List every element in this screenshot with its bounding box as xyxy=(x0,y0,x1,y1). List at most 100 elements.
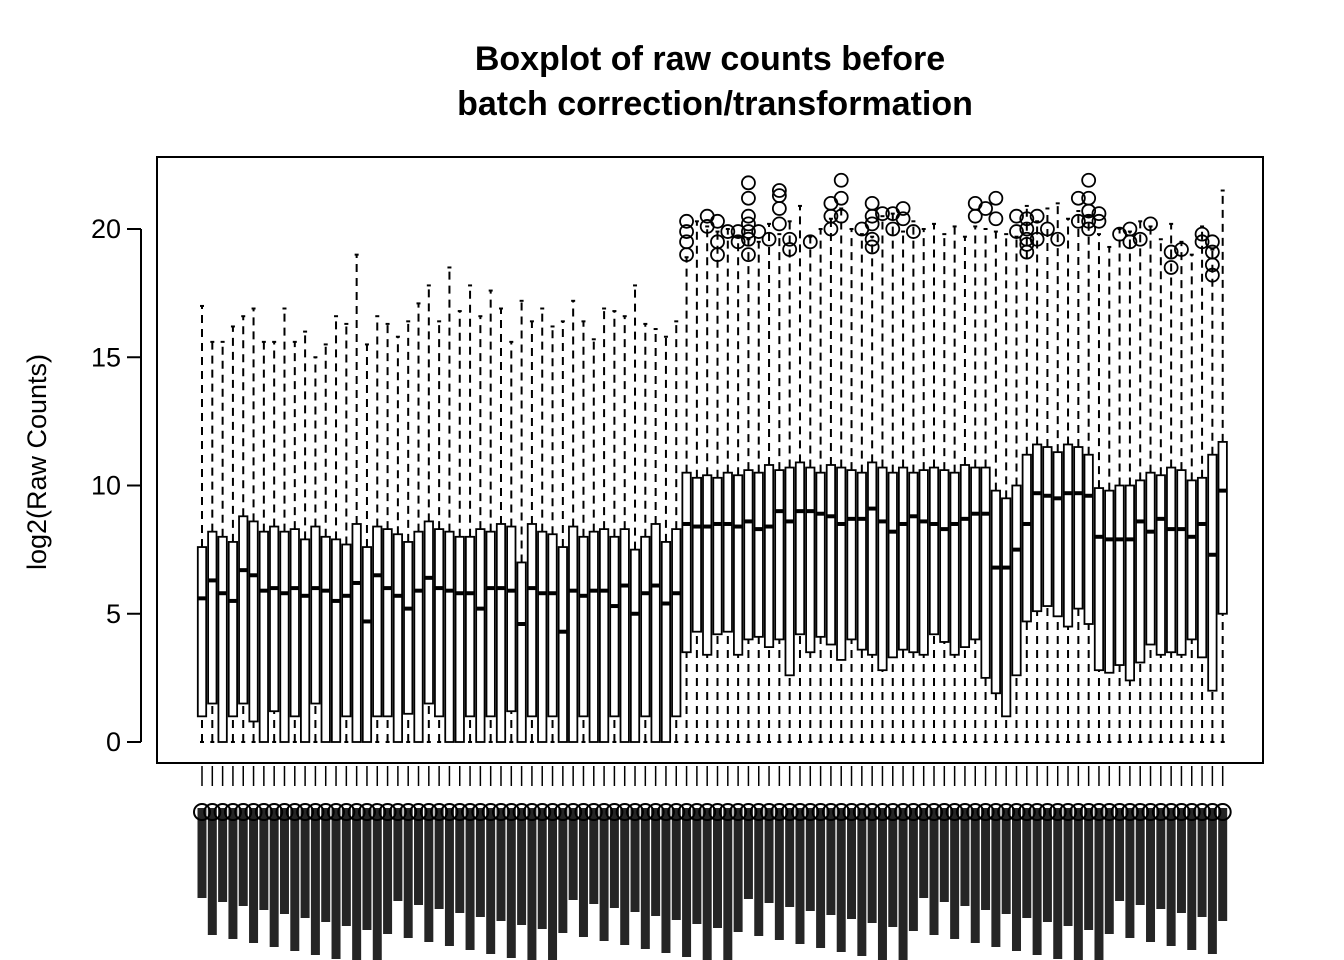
iqr-box xyxy=(1196,476,1208,659)
outlier-point xyxy=(1081,221,1097,237)
sample-box xyxy=(939,233,950,743)
sample-box xyxy=(361,343,373,743)
outlier-point xyxy=(751,224,767,239)
outlier-point xyxy=(802,234,818,250)
outlier-point xyxy=(833,172,849,188)
iqr-box xyxy=(1176,469,1187,656)
iqr-box xyxy=(733,474,744,656)
sample-box xyxy=(1081,172,1097,743)
sample-box xyxy=(269,340,280,743)
iqr-box xyxy=(598,528,610,743)
iqr-box xyxy=(722,471,733,633)
sample-box xyxy=(710,213,725,743)
sample-box xyxy=(454,310,465,743)
sample-box xyxy=(1104,245,1115,743)
iqr-box xyxy=(475,528,486,743)
sample-box xyxy=(1070,190,1086,743)
sample-box xyxy=(978,201,993,743)
iqr-box xyxy=(939,469,950,643)
iqr-box xyxy=(1073,446,1084,610)
sample-box xyxy=(650,328,661,743)
sample-box xyxy=(619,315,630,743)
outlier-point xyxy=(1040,221,1055,237)
iqr-box xyxy=(495,523,507,743)
outlier-point xyxy=(833,208,849,224)
iqr-box xyxy=(289,528,300,718)
iqr-box xyxy=(1104,489,1115,674)
sample-box xyxy=(444,266,455,743)
iqr-box xyxy=(299,538,311,743)
outlier-point xyxy=(1174,242,1189,257)
iqr-box xyxy=(825,464,837,646)
iqr-box xyxy=(1217,440,1228,615)
iqr-box xyxy=(897,466,909,651)
iqr-box xyxy=(712,476,723,636)
iqr-box xyxy=(887,471,898,659)
outlier-point xyxy=(885,221,901,237)
iqr-box xyxy=(588,530,599,743)
iqr-box xyxy=(1093,487,1105,672)
iqr-box xyxy=(681,471,692,654)
iqr-box xyxy=(691,476,702,633)
sample-box xyxy=(289,340,300,743)
iqr-box xyxy=(763,464,775,648)
sample-box xyxy=(885,206,901,743)
iqr-box xyxy=(413,530,424,743)
iqr-box xyxy=(970,466,981,641)
sample-box xyxy=(1050,202,1066,743)
iqr-box xyxy=(1166,466,1177,654)
sample-box xyxy=(588,338,599,743)
sample-box xyxy=(1112,226,1127,743)
y-axis-label: log2(Raw Counts) xyxy=(22,354,52,570)
sample-box xyxy=(330,315,342,743)
outlier-point xyxy=(1091,206,1107,222)
outlier-point xyxy=(1009,208,1024,224)
iqr-box xyxy=(485,530,496,718)
outlier-point xyxy=(1132,231,1148,247)
outlier-point xyxy=(1122,221,1138,237)
iqr-box xyxy=(1186,479,1197,641)
sample-box xyxy=(959,235,971,743)
sample-box xyxy=(699,208,715,743)
sample-box xyxy=(495,307,507,743)
iqr-box xyxy=(784,466,795,677)
sample-box xyxy=(464,284,476,743)
sample-box xyxy=(196,304,208,743)
outlier-point xyxy=(782,231,798,247)
iqr-box xyxy=(908,471,919,654)
outlier-point xyxy=(1091,213,1107,229)
iqr-box xyxy=(1207,453,1218,692)
outlier-point xyxy=(679,213,694,229)
outlier-point xyxy=(679,224,694,239)
sample-box xyxy=(751,224,767,743)
sample-box xyxy=(1155,238,1166,743)
iqr-box xyxy=(650,523,661,743)
iqr-box xyxy=(227,541,239,718)
iqr-box xyxy=(629,548,641,743)
sample-box xyxy=(537,307,548,743)
sample-box xyxy=(1122,221,1138,743)
iqr-box xyxy=(1145,471,1156,646)
sample-box xyxy=(320,343,331,743)
iqr-box xyxy=(444,530,455,743)
outlier-point xyxy=(741,190,756,206)
outlier-point xyxy=(679,234,694,250)
iqr-box xyxy=(341,543,352,718)
sample-box xyxy=(864,195,880,743)
sample-box xyxy=(730,224,746,743)
outlier-point xyxy=(1029,208,1045,224)
outlier-point xyxy=(1204,267,1220,283)
sample-box xyxy=(475,315,486,743)
sample-box xyxy=(1163,222,1179,743)
sample-box xyxy=(741,175,756,743)
iqr-box xyxy=(1124,484,1135,682)
outlier-point xyxy=(771,216,787,232)
sample-box xyxy=(557,320,568,743)
outlier-point xyxy=(1163,260,1179,275)
outlier-point xyxy=(1009,224,1024,239)
outlier-point xyxy=(864,216,880,232)
sample-box xyxy=(258,340,269,743)
y-tick-label: 5 xyxy=(106,599,121,629)
sample-box xyxy=(238,315,249,743)
